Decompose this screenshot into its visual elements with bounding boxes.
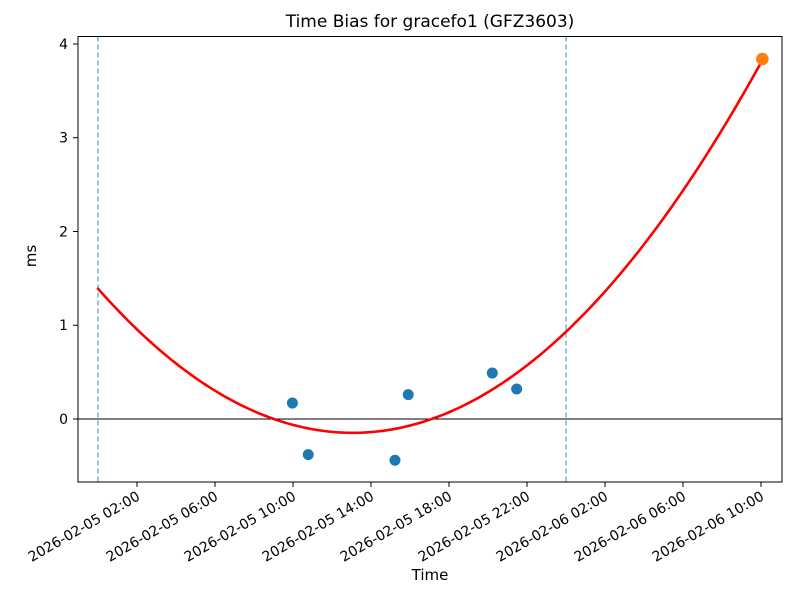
y-tick-label: 1 [59,318,68,334]
reference-lines-layer [78,36,782,482]
plot-area-spines [77,36,783,483]
scatter-point [511,383,523,395]
y-tick-label: 4 [59,37,68,53]
scatter-point [302,449,314,461]
y-tick-label: 3 [59,131,68,147]
scatter-point [486,367,498,379]
scatter-point [286,397,298,409]
x-axis-label: Time [411,566,449,584]
fit-curve-layer [96,61,763,435]
y-tick-label: 2 [59,224,68,240]
y-tick-label: 0 [59,412,68,428]
quadratic-fit-curve [96,61,763,435]
scatter-points-layer [286,52,769,466]
extrapolated-point [756,52,769,66]
y-axis-label: ms [22,245,40,268]
chart-title: Time Bias for gracefo1 (GFZ3603) [285,12,575,32]
scatter-point [402,389,414,401]
scatter-point [389,454,401,466]
